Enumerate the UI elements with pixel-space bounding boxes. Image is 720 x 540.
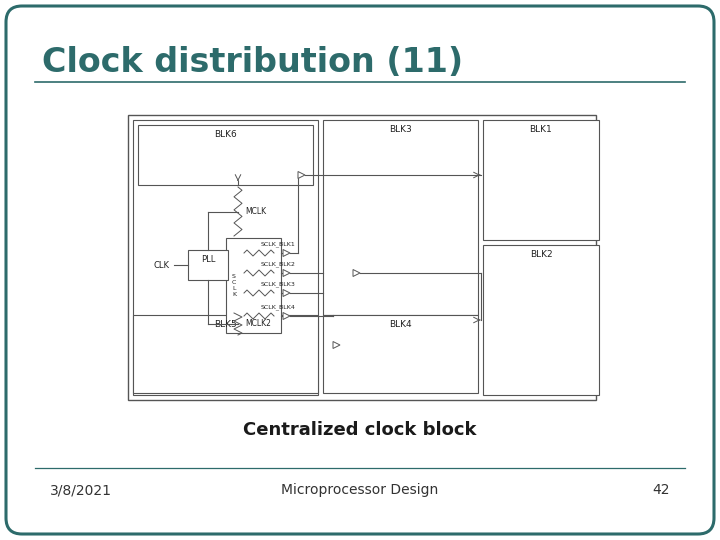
Text: SCLK_BLK1: SCLK_BLK1	[261, 241, 296, 247]
Bar	[323, 315, 478, 393]
FancyBboxPatch shape	[6, 6, 714, 534]
Polygon shape	[283, 249, 290, 256]
Text: 3/8/2021: 3/8/2021	[50, 483, 112, 497]
Polygon shape	[353, 269, 360, 276]
Text: S
C
L
K: S C L K	[232, 274, 236, 296]
Polygon shape	[283, 269, 290, 276]
Bar	[188, 250, 228, 280]
Text: Microprocessor Design: Microprocessor Design	[282, 483, 438, 497]
Bar	[133, 315, 318, 393]
Bar	[323, 120, 478, 315]
Bar	[226, 238, 281, 333]
Text: BLK3: BLK3	[389, 125, 412, 134]
Text: BLK4: BLK4	[390, 320, 412, 329]
Bar	[133, 120, 318, 395]
Polygon shape	[283, 289, 290, 296]
Bar	[483, 245, 599, 395]
Bar	[483, 120, 599, 240]
Text: 42: 42	[652, 483, 670, 497]
Text: MCLK2: MCLK2	[245, 320, 271, 328]
Text: BLK5: BLK5	[214, 320, 237, 329]
Bar	[128, 115, 596, 400]
Polygon shape	[298, 172, 305, 179]
Text: SCLK_BLK3: SCLK_BLK3	[261, 281, 296, 287]
Text: BLK2: BLK2	[530, 250, 552, 259]
Text: BLK1: BLK1	[530, 125, 552, 134]
Polygon shape	[283, 313, 290, 320]
Polygon shape	[333, 341, 340, 348]
Text: BLK6: BLK6	[214, 130, 237, 139]
Text: PLL: PLL	[201, 255, 215, 264]
Text: SCLK_BLK4: SCLK_BLK4	[261, 305, 296, 310]
Text: Centralized clock block: Centralized clock block	[243, 421, 477, 439]
Bar	[138, 125, 313, 185]
Text: SCLK_BLK2: SCLK_BLK2	[261, 261, 296, 267]
Text: CLK: CLK	[154, 260, 170, 269]
Text: MCLK: MCLK	[245, 207, 266, 216]
Text: Clock distribution (11): Clock distribution (11)	[42, 45, 463, 78]
